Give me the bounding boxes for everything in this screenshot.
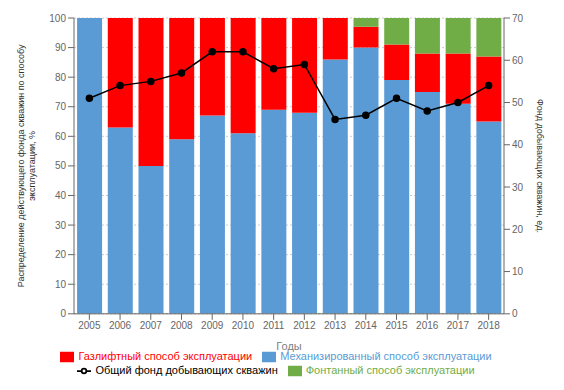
svg-text:80: 80 [55, 72, 67, 83]
svg-text:40: 40 [512, 139, 524, 150]
svg-text:2012: 2012 [293, 320, 316, 331]
svg-text:50: 50 [512, 97, 524, 108]
svg-text:70: 70 [55, 101, 67, 112]
svg-text:90: 90 [55, 42, 67, 53]
svg-text:2009: 2009 [201, 320, 224, 331]
html-text:Механизированный способ эксплу: Механизированный способ эксплуатации [280, 349, 492, 362]
svg-text:60: 60 [512, 55, 524, 66]
svg-text:20: 20 [55, 249, 67, 260]
svg-text:2011: 2011 [263, 320, 285, 331]
svg-text:10: 10 [55, 279, 67, 290]
svg-text:Распределение действующего фон: Распределение действующего фонда скважин… [16, 44, 37, 287]
svg-text:2018: 2018 [478, 320, 501, 331]
svg-text:2013: 2013 [324, 320, 347, 331]
svg-text:70: 70 [512, 13, 524, 24]
svg-text:2015: 2015 [385, 320, 408, 331]
html-text:Фонтанный способ эксплуатации: Фонтанный способ эксплуатации [305, 363, 475, 376]
html-text:Общий фонд добывающих скважин: Общий фонд добывающих скважин [95, 363, 278, 376]
svg-text:0: 0 [60, 308, 66, 319]
svg-text:2010: 2010 [232, 320, 255, 331]
svg-text:10: 10 [512, 266, 524, 277]
svg-text:2007: 2007 [140, 320, 163, 331]
svg-text:0: 0 [512, 308, 518, 319]
svg-text:Годы: Годы [276, 340, 302, 352]
html-text:Газлифтный способ эксплуатации: Газлифтный способ эксплуатации [78, 349, 253, 362]
svg-text:30: 30 [512, 182, 524, 193]
svg-text:2014: 2014 [355, 320, 378, 331]
svg-text:30: 30 [55, 220, 67, 231]
svg-text:Фонд добывающих скважин, ед.: Фонд добывающих скважин, ед. [535, 99, 545, 233]
svg-text:2006: 2006 [109, 320, 132, 331]
svg-text:2008: 2008 [170, 320, 193, 331]
svg-text:20: 20 [512, 224, 524, 235]
svg-text:50: 50 [55, 160, 67, 171]
svg-text:2017: 2017 [447, 320, 470, 331]
svg-text:2016: 2016 [416, 320, 439, 331]
svg-text:40: 40 [55, 190, 67, 201]
svg-text:2005: 2005 [78, 320, 101, 331]
svg-text:60: 60 [55, 131, 67, 142]
svg-text:100: 100 [49, 13, 66, 24]
